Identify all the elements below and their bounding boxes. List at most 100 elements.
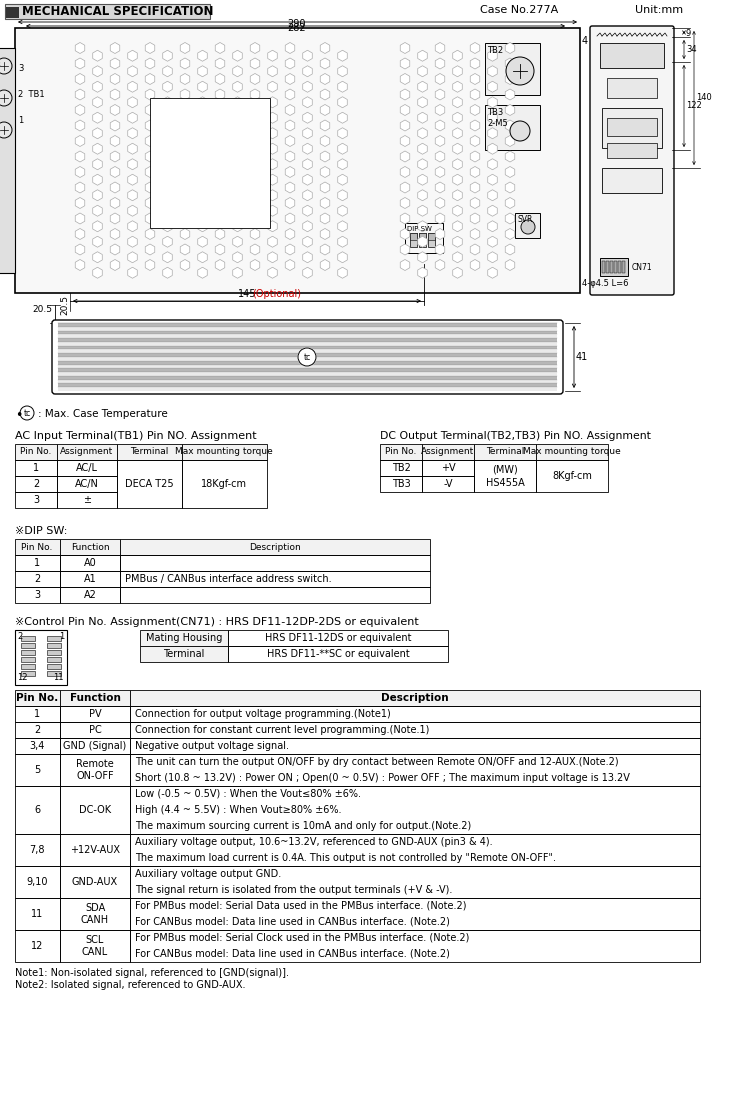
Polygon shape	[470, 198, 480, 209]
Polygon shape	[320, 244, 330, 255]
Polygon shape	[180, 213, 190, 224]
Polygon shape	[453, 159, 462, 170]
Polygon shape	[435, 260, 445, 271]
Polygon shape	[110, 182, 120, 193]
Bar	[60, 539, 120, 555]
Text: TB2: TB2	[487, 46, 503, 56]
Polygon shape	[303, 252, 312, 263]
Polygon shape	[400, 182, 410, 193]
Polygon shape	[470, 260, 480, 271]
Polygon shape	[285, 73, 295, 84]
Text: 6: 6	[34, 805, 40, 815]
Text: Assignment: Assignment	[60, 447, 114, 456]
Bar	[47, 636, 61, 640]
Polygon shape	[435, 213, 445, 224]
Polygon shape	[488, 97, 497, 108]
Text: A2: A2	[83, 591, 97, 601]
Polygon shape	[303, 97, 312, 108]
Polygon shape	[453, 128, 462, 139]
Polygon shape	[198, 174, 207, 185]
Polygon shape	[268, 174, 278, 185]
Polygon shape	[285, 104, 295, 115]
Polygon shape	[198, 65, 207, 77]
Polygon shape	[198, 190, 207, 201]
Polygon shape	[453, 236, 462, 248]
Polygon shape	[163, 205, 172, 216]
Bar	[130, 930, 700, 962]
Polygon shape	[453, 50, 462, 61]
Polygon shape	[128, 221, 137, 232]
Polygon shape	[268, 268, 278, 279]
Polygon shape	[400, 229, 410, 240]
Polygon shape	[215, 229, 225, 240]
Text: 4-φ4.5 L=6: 4-φ4.5 L=6	[582, 279, 628, 287]
Polygon shape	[506, 244, 515, 255]
Polygon shape	[93, 205, 102, 216]
Polygon shape	[215, 89, 225, 100]
Polygon shape	[285, 182, 295, 193]
Polygon shape	[110, 58, 120, 69]
Polygon shape	[198, 128, 207, 139]
Circle shape	[0, 122, 12, 138]
Bar	[15, 754, 60, 786]
Polygon shape	[110, 104, 120, 115]
Text: 18Kgf-cm: 18Kgf-cm	[201, 480, 247, 490]
Polygon shape	[285, 260, 295, 271]
Bar	[58, 323, 557, 326]
Bar	[58, 353, 557, 357]
Polygon shape	[215, 120, 225, 131]
Polygon shape	[146, 73, 154, 84]
Bar	[130, 834, 700, 866]
Polygon shape	[506, 260, 515, 271]
Bar	[15, 460, 57, 476]
Polygon shape	[110, 244, 120, 255]
Bar	[15, 476, 57, 492]
Polygon shape	[320, 73, 330, 84]
Polygon shape	[453, 190, 462, 201]
Bar	[607, 118, 657, 137]
Text: Unit:mm: Unit:mm	[635, 6, 683, 16]
Polygon shape	[400, 120, 410, 131]
Bar	[58, 339, 557, 342]
Text: SCL
CANL: SCL CANL	[82, 936, 108, 957]
Polygon shape	[320, 89, 330, 100]
Text: 1: 1	[34, 558, 40, 568]
Polygon shape	[75, 135, 85, 147]
Polygon shape	[268, 205, 278, 216]
Polygon shape	[418, 268, 428, 279]
Polygon shape	[470, 244, 480, 255]
Polygon shape	[180, 58, 190, 69]
Text: DC-OK: DC-OK	[79, 805, 111, 815]
Polygon shape	[232, 236, 242, 248]
Polygon shape	[232, 205, 242, 216]
Polygon shape	[435, 58, 445, 69]
Polygon shape	[285, 151, 295, 162]
Polygon shape	[75, 198, 85, 209]
Polygon shape	[320, 120, 330, 131]
Bar	[140, 646, 228, 662]
Polygon shape	[251, 120, 260, 131]
Polygon shape	[320, 151, 330, 162]
Polygon shape	[285, 42, 295, 53]
Bar	[47, 650, 61, 655]
Polygon shape	[320, 182, 330, 193]
Bar	[474, 460, 536, 492]
Bar	[15, 706, 60, 722]
Bar	[130, 754, 700, 786]
Bar	[130, 722, 700, 738]
Text: 4: 4	[582, 36, 588, 46]
Polygon shape	[268, 159, 278, 170]
Polygon shape	[251, 42, 260, 53]
Polygon shape	[488, 252, 497, 263]
Polygon shape	[453, 97, 462, 108]
Polygon shape	[303, 143, 312, 154]
Bar	[140, 630, 228, 646]
Polygon shape	[163, 50, 172, 61]
Polygon shape	[320, 58, 330, 69]
Text: 20.5: 20.5	[32, 305, 52, 314]
Polygon shape	[453, 205, 462, 216]
Bar	[60, 866, 130, 898]
Polygon shape	[198, 221, 207, 232]
Polygon shape	[338, 221, 347, 232]
Bar	[485, 43, 540, 95]
